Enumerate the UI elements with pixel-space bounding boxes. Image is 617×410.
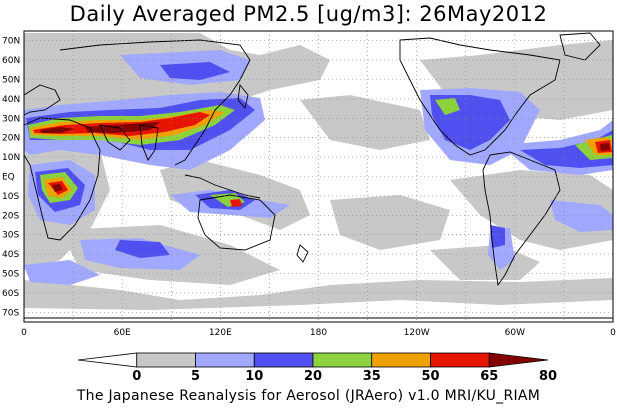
colorbar-segment xyxy=(488,352,549,368)
lat-label: 50N xyxy=(2,76,20,86)
lat-label: 10N xyxy=(2,153,20,163)
map-plot-area xyxy=(23,30,614,323)
colorbar-segment xyxy=(195,352,255,368)
colorbar-segment xyxy=(371,352,431,368)
colorbar-segment xyxy=(430,352,490,368)
map-title: Daily Averaged PM2.5 [ug/m3]: 26May2012 xyxy=(69,2,548,26)
colorbar: 0 5 10 20 35 50 65 80 xyxy=(77,352,557,384)
colorbar-tick-label: 5 xyxy=(191,369,200,384)
lat-label: 70N xyxy=(2,37,20,47)
lat-label: 40N xyxy=(2,95,20,105)
lat-label: 60N xyxy=(2,56,20,66)
longitude-labels: 0 60E 120E 180 120W 60W 0 xyxy=(21,328,616,338)
lon-label: 180 xyxy=(310,328,327,338)
lat-label: 30N xyxy=(2,114,20,124)
colorbar-segment xyxy=(77,352,138,368)
lat-label: EQ xyxy=(2,173,15,183)
lon-label: 120E xyxy=(209,328,232,338)
lat-label: 20S xyxy=(2,211,19,221)
lon-label: 0 xyxy=(610,328,616,338)
colorbar-tick-label: 80 xyxy=(539,369,557,384)
lat-label: 60S xyxy=(2,289,19,299)
graticule xyxy=(24,31,613,322)
colorbar-segment xyxy=(136,352,196,368)
lat-label: 40S xyxy=(2,250,19,260)
lon-label: 60W xyxy=(505,328,525,338)
colorbar-tick-label: 0 xyxy=(132,369,141,384)
lon-label: 120W xyxy=(404,328,430,338)
lat-label: 30S xyxy=(2,231,19,241)
colorbar-tick-label: 20 xyxy=(304,369,322,384)
lon-label: 60E xyxy=(114,328,131,338)
lat-label: 10S xyxy=(2,192,19,202)
level-80-plus-regions xyxy=(40,122,610,192)
lon-label: 0 xyxy=(21,328,27,338)
colorbar-tick-label: 10 xyxy=(245,369,263,384)
latitude-labels: 70N 60N 50N 40N 30N 20N 10N EQ 10S 20S 30S 40S 50S 60… xyxy=(2,37,20,319)
lat-label: 70S xyxy=(2,308,19,318)
coastlines xyxy=(23,32,613,319)
footer-credit: The Japanese Reanalysis for Aerosol (JRA… xyxy=(76,388,541,404)
colorbar-tick-label: 35 xyxy=(363,369,381,384)
colorbar-segment xyxy=(253,352,314,368)
colorbar-tick-label: 65 xyxy=(480,369,498,384)
colorbar-tick-label: 50 xyxy=(421,369,439,384)
lat-label: 50S xyxy=(2,270,19,280)
lat-label: 20N xyxy=(2,134,20,144)
colorbar-segment xyxy=(312,352,373,368)
